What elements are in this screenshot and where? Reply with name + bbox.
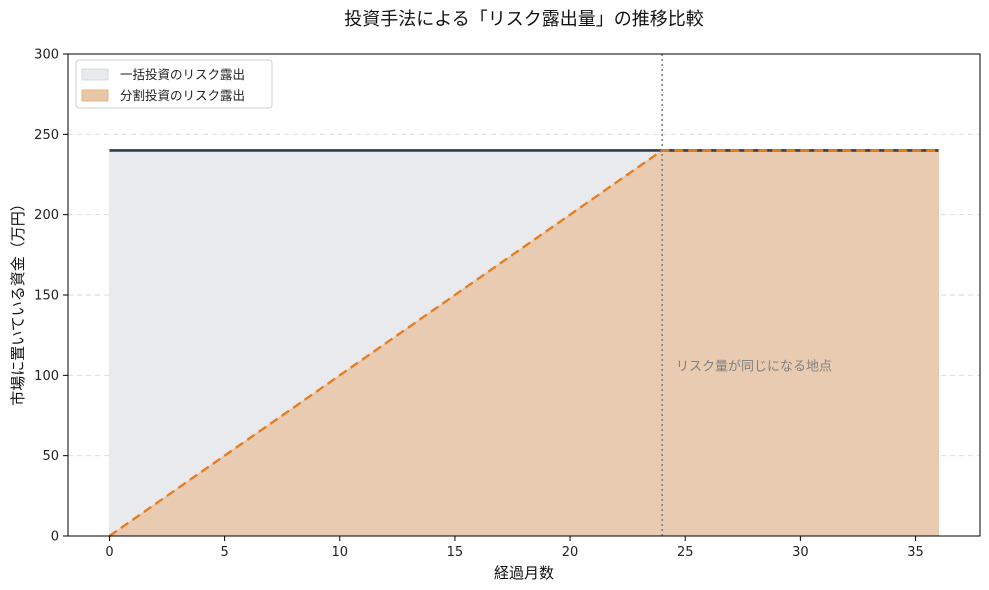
legend-label-0: 一括投資のリスク露出	[120, 67, 245, 82]
x-tick-label-5: 5	[220, 545, 228, 560]
x-tick-label-25: 25	[677, 545, 694, 560]
x-tick-label-35: 35	[907, 545, 924, 560]
legend-label-1: 分割投資のリスク露出	[120, 88, 245, 103]
x-tick-label-20: 20	[562, 545, 579, 560]
y-tick-label-250: 250	[34, 128, 59, 143]
legend-box	[75, 59, 273, 109]
chart-title: 投資手法による「リスク露出量」の推移比較	[344, 9, 703, 30]
x-tick-label-0: 0	[105, 545, 113, 560]
y-tick-label-200: 200	[34, 208, 59, 223]
y-tick-label-100: 100	[34, 369, 59, 384]
y-tick-label-0: 0	[51, 530, 59, 545]
area-fills	[107, 149, 940, 537]
y-tick-label-300: 300	[34, 48, 59, 63]
annotation-0: リスク量が同じになる地点	[676, 360, 832, 375]
x-axis-title: 経過月数	[494, 564, 554, 582]
annotations: リスク量が同じになる地点	[676, 360, 832, 375]
x-tick-label-10: 10	[331, 545, 348, 560]
y-tick-label-50: 50	[42, 449, 59, 464]
axes: 0 5 10 15 20 25 30 35 0 50 100 150 200 250 300	[34, 48, 981, 560]
y-tick-label-150: 150	[34, 289, 59, 304]
x-tick-label-30: 30	[792, 545, 809, 560]
y-axis-title: 市場に置いている資金（万円）	[9, 196, 27, 406]
x-tick-label-15: 15	[447, 545, 464, 560]
legend-swatch-1	[81, 89, 109, 102]
legend-swatch-0	[81, 68, 109, 81]
